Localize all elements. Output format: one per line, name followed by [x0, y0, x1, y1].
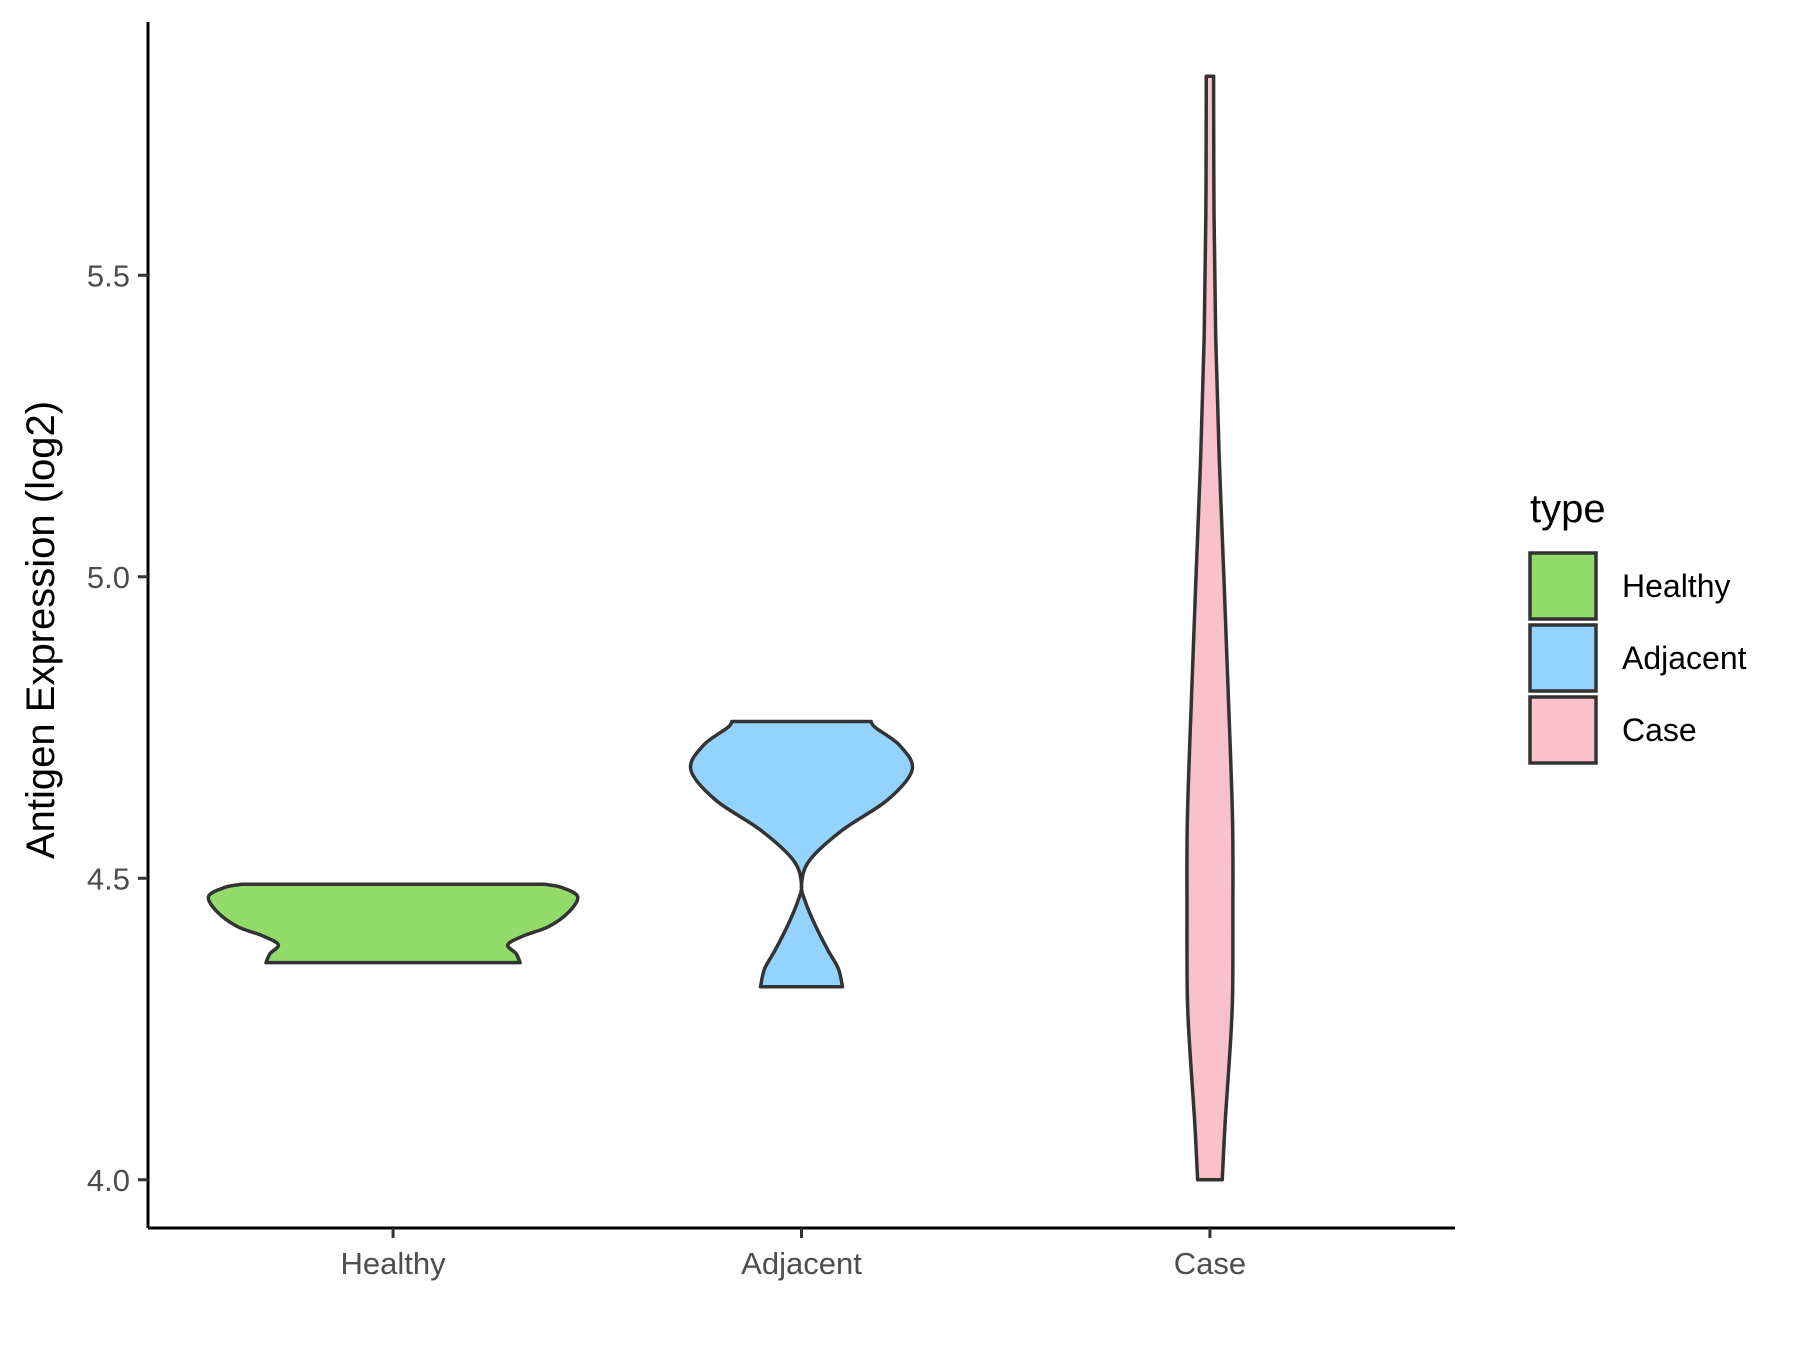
- y-tick-label: 4.5: [87, 861, 130, 896]
- violin-layer: [206, 74, 1235, 1182]
- legend-title: type: [1530, 487, 1606, 531]
- axes: 4.0 4.5 5.0 5.5 Healthy Adjacent Case: [87, 22, 1455, 1281]
- violin-case: [1185, 74, 1235, 1182]
- y-tick-label: 5.5: [87, 258, 130, 293]
- legend-key-adjacent: [1528, 623, 1598, 693]
- violin-adjacent: [688, 719, 915, 989]
- legend-label-case: Case: [1622, 712, 1697, 748]
- legend-items: Healthy Adjacent Case: [1528, 551, 1747, 765]
- x-tick-label: Healthy: [341, 1246, 447, 1281]
- legend-key-case: [1528, 695, 1598, 765]
- y-tick-label: 5.0: [87, 560, 130, 595]
- legend: type Healthy Adjacent Case: [1528, 487, 1747, 765]
- x-tick-label: Case: [1174, 1246, 1246, 1281]
- violin-healthy: [206, 882, 580, 965]
- x-ticks: Healthy Adjacent Case: [341, 1228, 1246, 1281]
- y-tick-label: 4.0: [87, 1163, 130, 1198]
- y-axis-title: Antigen Expression (log2): [19, 401, 63, 859]
- legend-label-adjacent: Adjacent: [1622, 640, 1747, 676]
- x-tick-label: Adjacent: [741, 1246, 862, 1281]
- legend-label-healthy: Healthy: [1622, 568, 1731, 604]
- y-ticks: 4.0 4.5 5.0 5.5: [87, 258, 148, 1198]
- legend-key-healthy: [1528, 551, 1598, 621]
